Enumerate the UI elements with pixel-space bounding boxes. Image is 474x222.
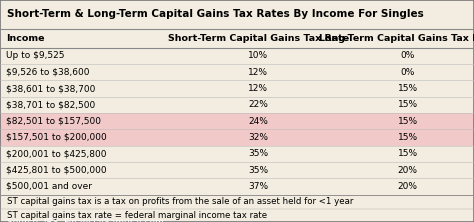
Text: Up to \$9,525: Up to \$9,525 xyxy=(6,51,64,60)
Text: \$157,501 to \$200,000: \$157,501 to \$200,000 xyxy=(6,133,107,142)
Text: 10%: 10% xyxy=(248,51,268,60)
Bar xyxy=(0,29,474,48)
Text: 15%: 15% xyxy=(398,100,418,109)
Bar xyxy=(0,97,474,113)
Text: 12%: 12% xyxy=(248,84,268,93)
Bar xyxy=(0,194,474,209)
Text: ST capital gains tax is a tax on profits from the sale of an asset held for <1 y: ST capital gains tax is a tax on profits… xyxy=(7,197,354,206)
Text: 35%: 35% xyxy=(248,149,268,158)
Text: Short-Term & Long-Term Capital Gains Tax Rates By Income For Singles: Short-Term & Long-Term Capital Gains Tax… xyxy=(7,9,424,20)
Text: 0%: 0% xyxy=(401,51,415,60)
Text: 35%: 35% xyxy=(248,166,268,175)
Bar xyxy=(0,178,474,194)
Text: 12%: 12% xyxy=(248,68,268,77)
Text: 15%: 15% xyxy=(398,149,418,158)
Text: \$425,801 to \$500,000: \$425,801 to \$500,000 xyxy=(6,166,107,175)
Text: 15%: 15% xyxy=(398,117,418,126)
Text: 20%: 20% xyxy=(398,182,418,191)
Text: Long-Term Capital Gains Tax Rate: Long-Term Capital Gains Tax Rate xyxy=(319,34,474,43)
Bar xyxy=(0,113,474,129)
Text: 24%: 24% xyxy=(248,117,268,126)
Text: 15%: 15% xyxy=(398,133,418,142)
Text: \$500,001 and over: \$500,001 and over xyxy=(6,182,92,191)
Bar xyxy=(0,0,474,29)
Text: Short-Term Capital Gains Tax Rate: Short-Term Capital Gains Tax Rate xyxy=(168,34,349,43)
Text: 37%: 37% xyxy=(248,182,268,191)
Text: 32%: 32% xyxy=(248,133,268,142)
Text: 22%: 22% xyxy=(248,100,268,109)
Text: \$200,001 to \$425,800: \$200,001 to \$425,800 xyxy=(6,149,107,158)
Text: \$38,601 to \$38,700: \$38,601 to \$38,700 xyxy=(6,84,96,93)
Text: Source: IRS, FinancialSamurai.com: Source: IRS, FinancialSamurai.com xyxy=(7,218,164,222)
Text: \$9,526 to \$38,600: \$9,526 to \$38,600 xyxy=(6,68,90,77)
Text: 20%: 20% xyxy=(398,166,418,175)
Text: 15%: 15% xyxy=(398,84,418,93)
Bar xyxy=(0,146,474,162)
Bar xyxy=(0,64,474,80)
Bar xyxy=(0,129,474,146)
Text: 0%: 0% xyxy=(401,68,415,77)
Text: \$38,701 to \$82,500: \$38,701 to \$82,500 xyxy=(6,100,95,109)
Bar xyxy=(0,209,474,222)
Bar xyxy=(0,48,474,64)
Bar xyxy=(0,80,474,97)
Text: \$82,501 to \$157,500: \$82,501 to \$157,500 xyxy=(6,117,101,126)
Bar xyxy=(0,162,474,178)
Text: Income: Income xyxy=(6,34,45,43)
Text: ST capital gains tax rate = federal marginal income tax rate: ST capital gains tax rate = federal marg… xyxy=(7,211,267,220)
